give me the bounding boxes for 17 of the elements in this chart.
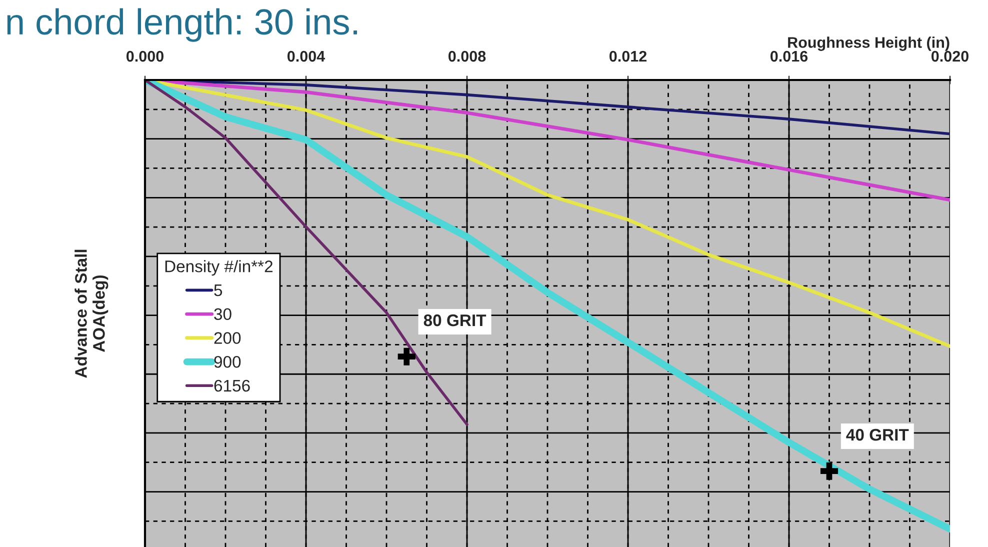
x-tick-label: 0.012 [609, 50, 647, 62]
annotation: 80 GRIT [424, 314, 486, 326]
legend-label: 6156 [214, 380, 250, 392]
legend-label: 5 [214, 284, 222, 296]
x-tick-label: 0.004 [287, 50, 326, 62]
y-axis-title: Advance of Stall AOA(deg) [74, 250, 108, 378]
x-axis-title: Roughness Height (in) [788, 36, 950, 51]
legend-label: 900 [214, 356, 241, 368]
legend-label: 30 [214, 308, 232, 320]
legend-title: Density #/in**2 [165, 260, 273, 276]
legend-label: 200 [214, 332, 241, 344]
x-tick-label: 0.000 [126, 50, 164, 62]
x-tick-label: 0.020 [931, 50, 968, 62]
x-tick-label: 0.008 [448, 50, 486, 62]
chart-title: n chord length: 30 ins. [7, 8, 357, 42]
x-tick-label: 0.016 [770, 50, 808, 62]
annotation: 40 GRIT [846, 428, 909, 441]
